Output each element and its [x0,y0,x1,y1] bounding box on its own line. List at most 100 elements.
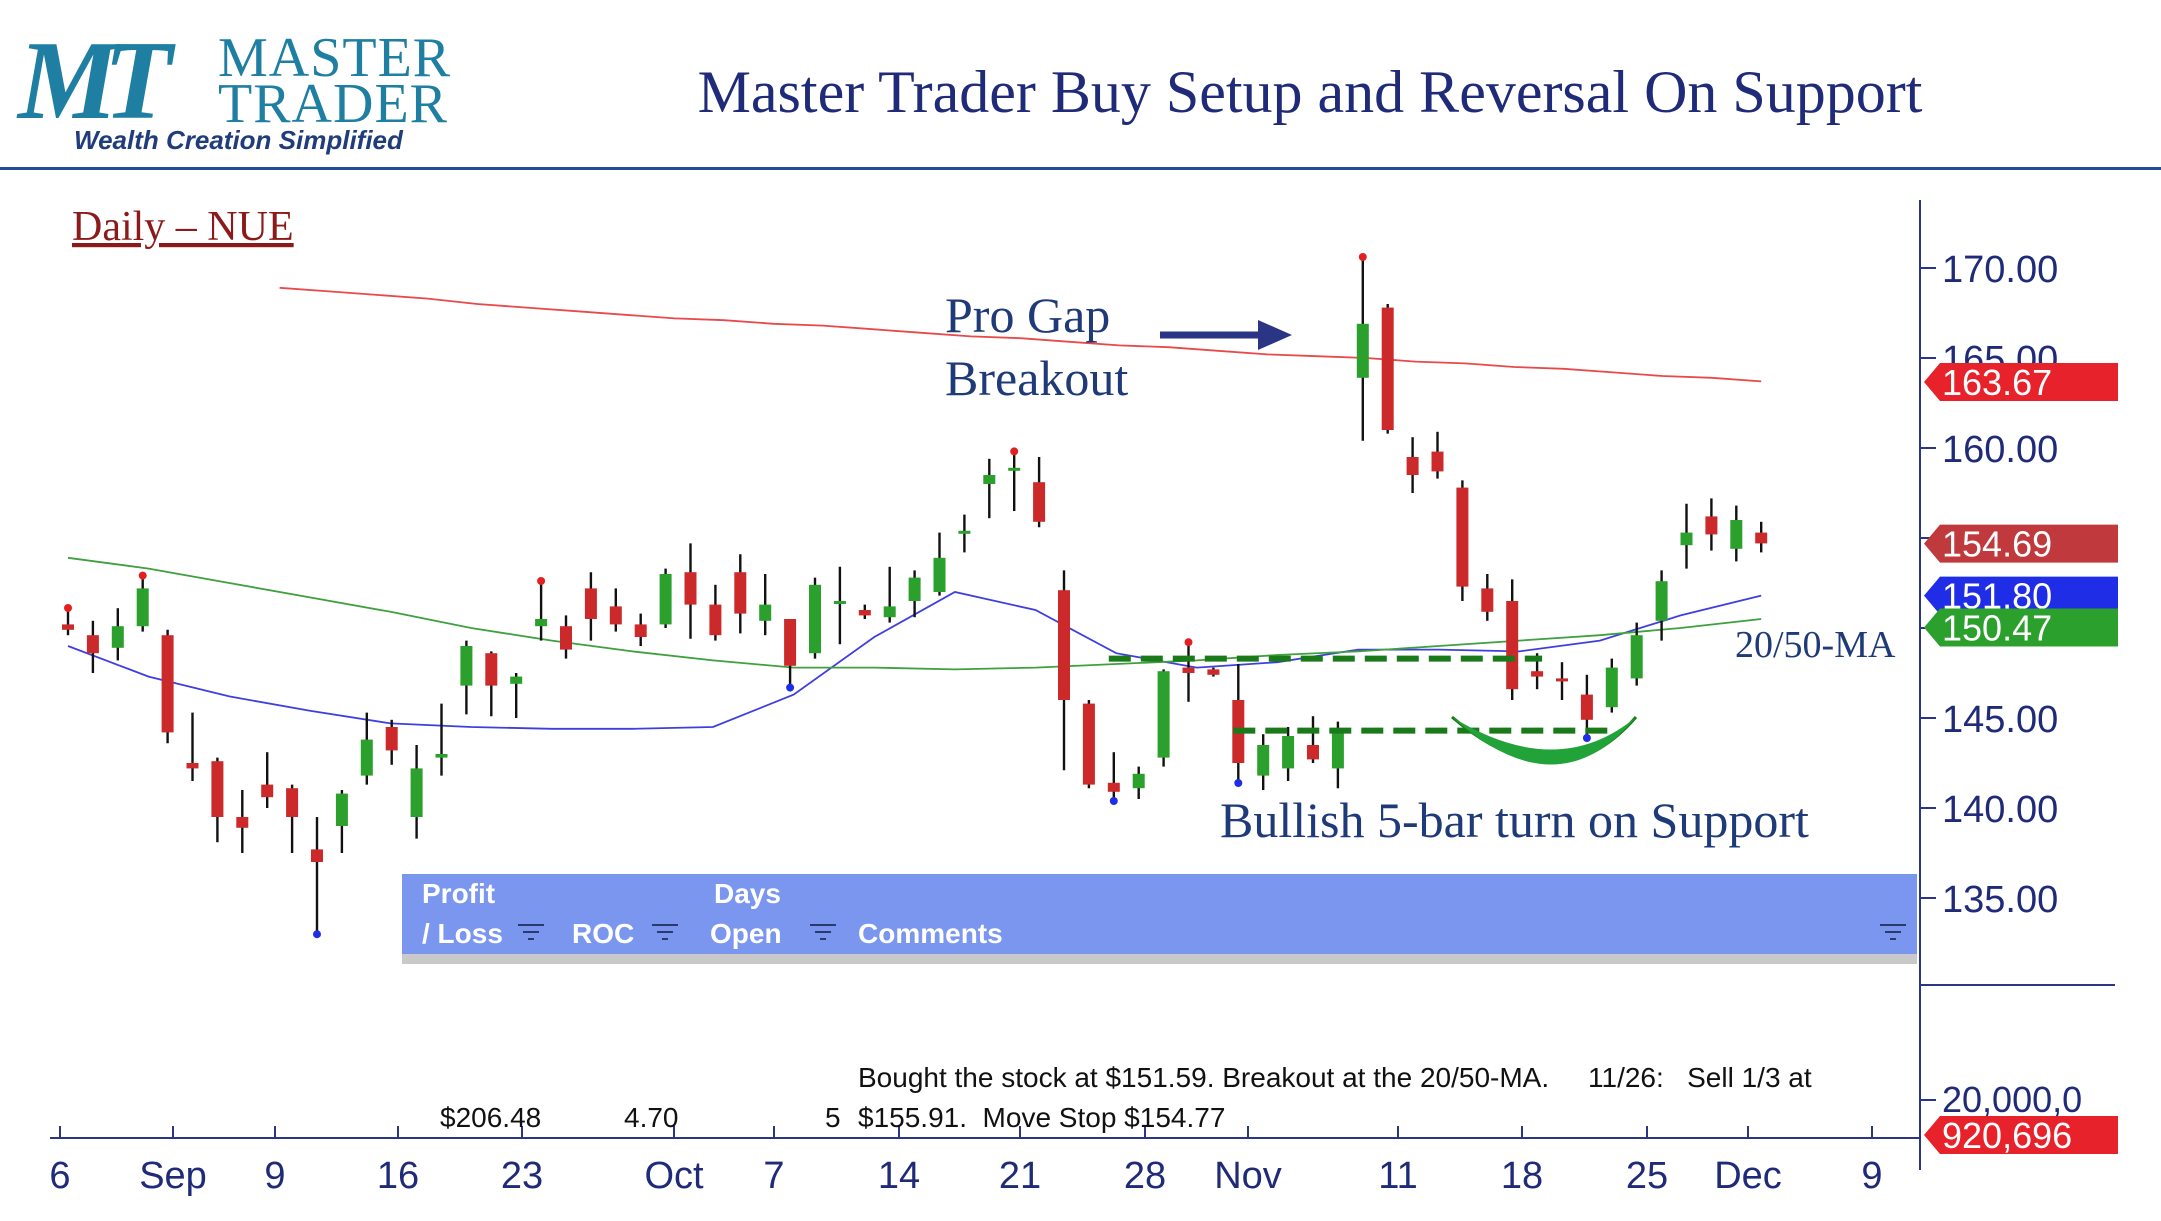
candle-body-down [1705,516,1718,535]
candle [833,566,846,645]
date-tick-label: 6 [49,1155,70,1197]
candle [883,566,896,623]
support-lines [1108,655,1617,734]
cell-profit: $206.48 [440,1102,542,1133]
page-title: Master Trader Buy Setup and Reversal On … [697,59,1923,125]
candle-body-down [186,763,199,769]
swing-high-dot [1358,253,1367,261]
candle-body-up [1630,635,1643,679]
candle [1755,521,1768,553]
candle-body-up [136,588,149,627]
candle [111,608,124,661]
candle [1008,453,1021,511]
candle [535,583,548,641]
col-days-line2: Open [710,918,782,949]
candle-body-up [1331,730,1344,769]
price-tick-label: 170.00 [1942,249,2058,291]
date-tick-label: Sep [139,1155,207,1197]
candle [410,745,423,839]
candle [1630,622,1643,686]
candle [1680,503,1693,569]
candle-body-down [86,635,99,654]
candle [1182,644,1195,702]
candle-body-down [1107,782,1120,792]
candle-body-up [360,739,373,776]
turn-smile-fill [1452,717,1636,765]
price-tag: 163.67 [1924,362,2118,403]
swing-low-dot [1234,779,1243,787]
date-tick-label: 9 [1861,1155,1882,1197]
candle-body-down [1182,667,1195,673]
candle [1705,498,1718,551]
candle-body-down [784,619,797,666]
candle-body-down [385,727,398,751]
candle-body-up [833,601,846,604]
candle-body-up [335,793,348,826]
candle-body-up [908,577,921,601]
candle [734,554,747,634]
candle-body-down [1406,457,1419,475]
cell-comment-line2: $155.91. Move Stop $154.77 [858,1102,1226,1133]
candle [584,572,597,641]
logo-monogram: MT [18,19,172,143]
candle [360,712,373,785]
candle [1431,431,1444,479]
candle [560,615,572,659]
candle-body-up [1282,736,1295,769]
date-tick-label: 28 [1124,1155,1166,1197]
candle [1082,700,1095,789]
price-tick-label: 145.00 [1942,699,2058,741]
swing-low-dot [1109,797,1118,805]
swing-high-dot [1184,638,1193,647]
candle-body-down [584,588,597,619]
candle-body-down [609,606,622,625]
candle [1058,570,1070,771]
candle-body-up [1257,745,1270,776]
pro-gap-label-line2: Breakout [945,350,1128,406]
filter-profit-icon[interactable] [518,924,544,944]
date-axis: 6 Sep 9 16 23 Oct 7 14 21 28 Nov 11 18 25 Dec 9 [49,1126,1920,1197]
filter-comments-icon[interactable] [1880,924,1906,944]
candle [983,458,996,519]
logo-word-trader: TRADER [218,73,448,135]
annotations: Daily – NUE Pro Gap Breakout 20/50-MA Bu… [72,204,1896,848]
candle-body-down [261,784,274,798]
swing-low-dot [786,683,795,692]
filter-roc-icon[interactable] [652,924,678,944]
candle [609,588,622,632]
candle [1605,658,1618,713]
candle-body-up [958,530,971,534]
candle [1381,304,1394,434]
candle [236,790,249,853]
candle-body-down [236,817,249,828]
date-tick-label: Nov [1214,1155,1282,1197]
candle-body-down [734,572,747,614]
swing-high-dot [537,577,546,585]
candle [1481,574,1494,621]
price-tag-bg [1924,608,2118,647]
candle [1456,480,1469,601]
price-chart: 170.00165.00160.00155.00150.00145.00140.… [49,200,2118,1197]
candle-body-up [1655,581,1668,621]
candle [261,752,274,808]
candle [1506,579,1519,700]
date-tick-label: 14 [878,1155,920,1197]
candle [858,604,871,619]
date-tick-label: Dec [1714,1155,1782,1197]
candle [709,584,722,641]
candle [1033,457,1046,528]
candle-body-up [510,676,523,684]
candle-body-down [485,653,498,686]
date-tick-label: 11 [1378,1155,1417,1197]
price-tag-label: 150.47 [1942,608,2052,649]
ma-50-line [67,556,1762,671]
candle [1232,664,1245,781]
col-comments: Comments [858,918,1003,949]
filter-days-icon[interactable] [810,924,836,944]
candle-body-down [709,604,722,636]
candle [908,570,921,618]
candle [1257,734,1270,790]
candle-body-down [560,626,572,650]
candle-body-up [410,768,423,817]
candle-body-down [1456,487,1469,587]
